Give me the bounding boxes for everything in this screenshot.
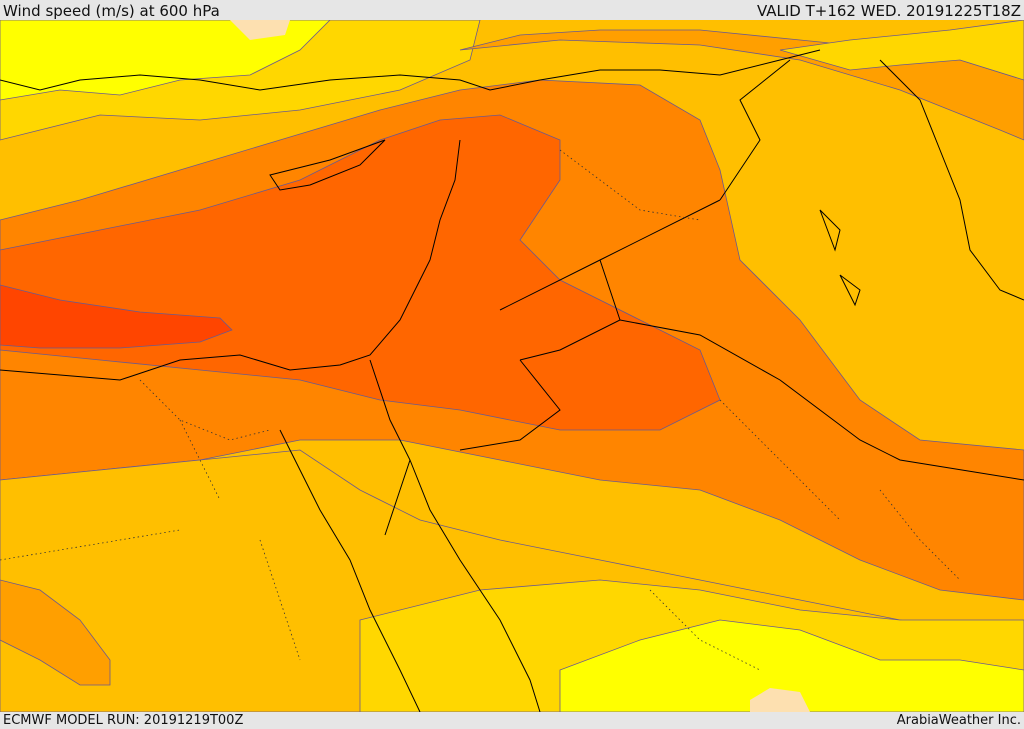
wind-speed-map	[0, 20, 1024, 712]
map-title: Wind speed (m/s) at 600 hPa	[3, 2, 220, 20]
footer-bar: ECMWF MODEL RUN: 20191219T00Z ArabiaWeat…	[0, 712, 1024, 729]
fill-red-orange-core	[0, 114, 721, 431]
fill-pale-north	[230, 20, 290, 40]
fill-pale-south	[750, 688, 810, 712]
model-run: ECMWF MODEL RUN: 20191219T00Z	[3, 713, 244, 728]
fill-dark-orange-southwest	[0, 579, 111, 686]
fill-yellow-south	[559, 619, 1024, 712]
fill-yellow-orange-northeast	[779, 20, 1024, 81]
credit: ArabiaWeather Inc.	[896, 713, 1021, 728]
coastlines	[0, 49, 1024, 712]
fill-red-jet	[0, 284, 233, 349]
header-bar: Wind speed (m/s) at 600 hPa VALID T+162 …	[0, 0, 1024, 20]
admin-borders	[0, 149, 961, 671]
valid-time: VALID T+162 WED. 20191225T18Z	[756, 2, 1021, 20]
